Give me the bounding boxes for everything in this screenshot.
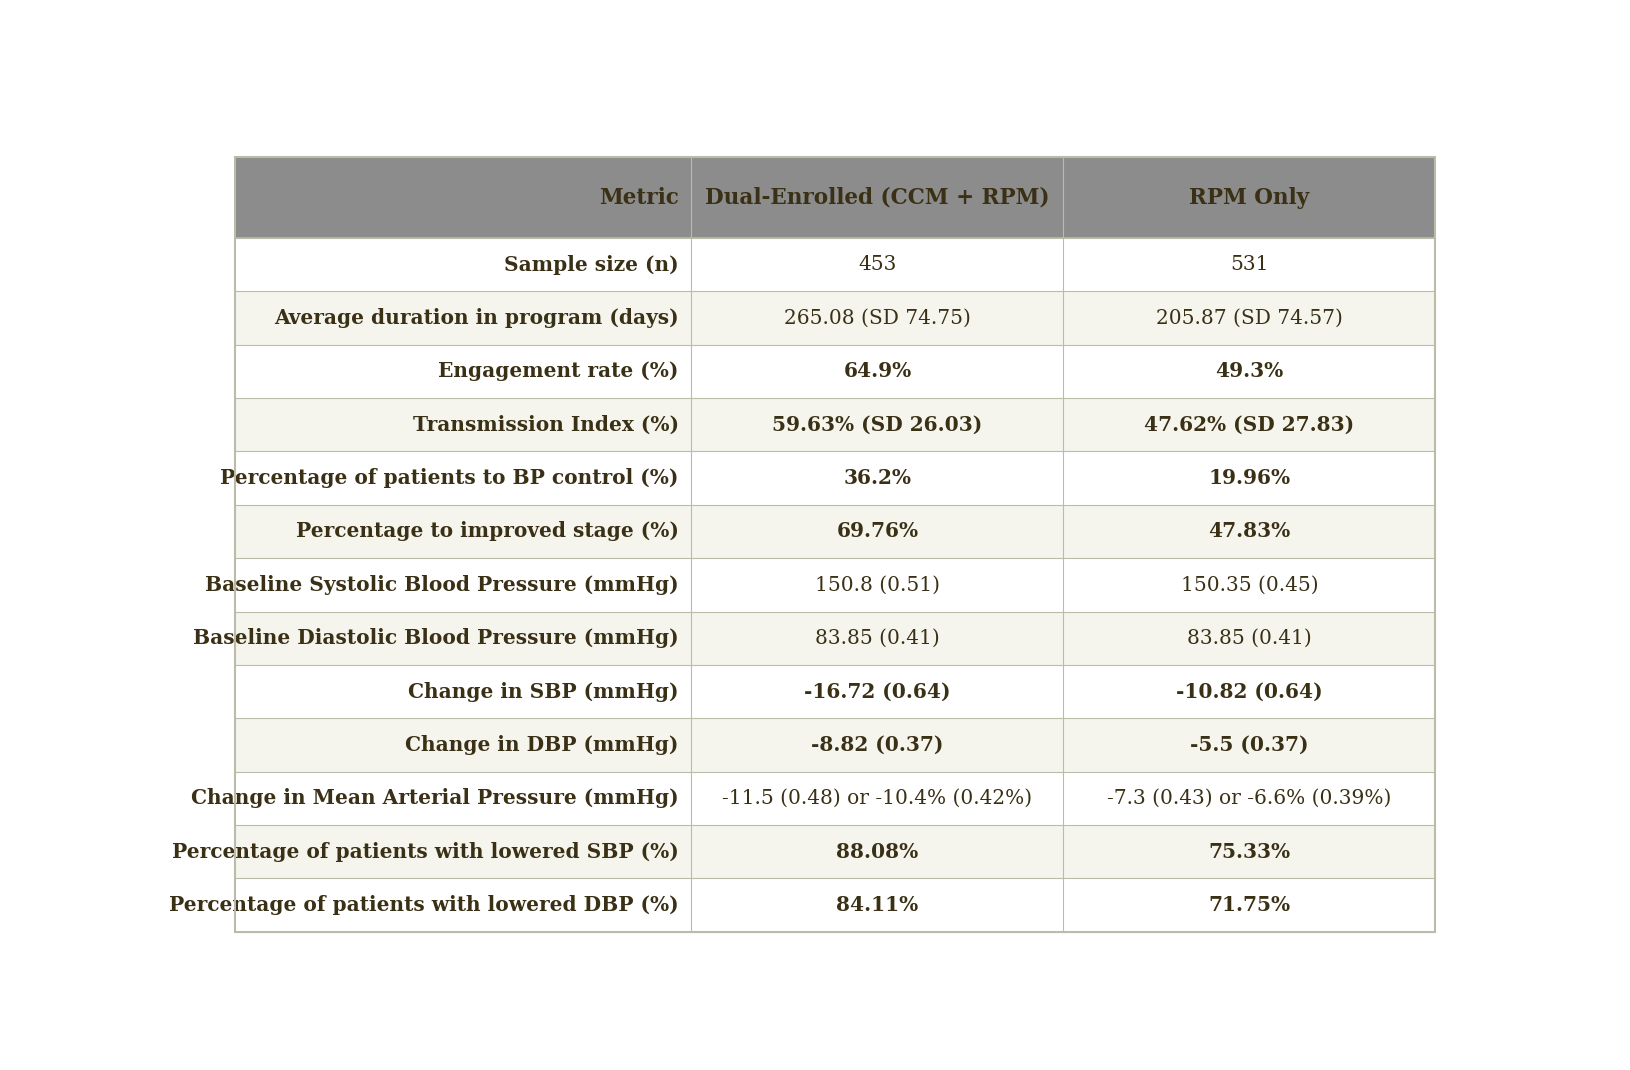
Text: Change in SBP (mmHg): Change in SBP (mmHg) xyxy=(408,682,678,702)
Bar xyxy=(235,157,1436,238)
Bar xyxy=(235,505,1436,559)
Text: 69.76%: 69.76% xyxy=(836,521,918,541)
Text: -11.5 (0.48) or -10.4% (0.42%): -11.5 (0.48) or -10.4% (0.42%) xyxy=(722,789,1032,808)
Text: -8.82 (0.37): -8.82 (0.37) xyxy=(812,735,944,755)
Bar xyxy=(235,291,1436,345)
Text: 150.8 (0.51): 150.8 (0.51) xyxy=(815,576,941,594)
Text: Average duration in program (days): Average duration in program (days) xyxy=(274,308,678,328)
Bar xyxy=(235,452,1436,505)
Text: 71.75%: 71.75% xyxy=(1208,895,1291,915)
Text: 47.62% (SD 27.83): 47.62% (SD 27.83) xyxy=(1144,415,1355,434)
Bar xyxy=(235,771,1436,825)
Text: 531: 531 xyxy=(1231,255,1268,274)
Text: Sample size (n): Sample size (n) xyxy=(504,255,678,275)
Text: Baseline Diastolic Blood Pressure (mmHg): Baseline Diastolic Blood Pressure (mmHg) xyxy=(192,628,678,648)
Text: Percentage of patients to BP control (%): Percentage of patients to BP control (%) xyxy=(220,468,678,488)
Text: Baseline Systolic Blood Pressure (mmHg): Baseline Systolic Blood Pressure (mmHg) xyxy=(205,575,678,595)
Bar xyxy=(235,825,1436,878)
Text: 83.85 (0.41): 83.85 (0.41) xyxy=(1187,629,1312,647)
Text: 64.9%: 64.9% xyxy=(843,362,911,381)
Text: Transmission Index (%): Transmission Index (%) xyxy=(412,415,678,434)
Text: -7.3 (0.43) or -6.6% (0.39%): -7.3 (0.43) or -6.6% (0.39%) xyxy=(1107,789,1392,808)
Text: 19.96%: 19.96% xyxy=(1208,468,1291,488)
Bar xyxy=(235,398,1436,452)
Bar xyxy=(235,664,1436,718)
Text: Engagement rate (%): Engagement rate (%) xyxy=(438,362,678,381)
Text: Dual-Enrolled (CCM + RPM): Dual-Enrolled (CCM + RPM) xyxy=(706,186,1050,209)
Text: Metric: Metric xyxy=(598,186,678,209)
Text: 47.83%: 47.83% xyxy=(1208,521,1291,541)
Text: 36.2%: 36.2% xyxy=(843,468,911,488)
Text: Percentage to improved stage (%): Percentage to improved stage (%) xyxy=(297,521,678,541)
Text: 83.85 (0.41): 83.85 (0.41) xyxy=(815,629,941,647)
Text: 88.08%: 88.08% xyxy=(836,842,918,861)
Text: Percentage of patients with lowered DBP (%): Percentage of patients with lowered DBP … xyxy=(170,895,678,915)
Text: Percentage of patients with lowered SBP (%): Percentage of patients with lowered SBP … xyxy=(173,842,678,861)
Bar xyxy=(235,559,1436,612)
Text: 49.3%: 49.3% xyxy=(1216,362,1283,381)
Text: 84.11%: 84.11% xyxy=(836,895,918,915)
Bar xyxy=(235,878,1436,932)
Text: 205.87 (SD 74.57): 205.87 (SD 74.57) xyxy=(1156,308,1343,327)
Bar xyxy=(235,612,1436,664)
Text: -16.72 (0.64): -16.72 (0.64) xyxy=(804,682,950,702)
Text: 265.08 (SD 74.75): 265.08 (SD 74.75) xyxy=(784,308,971,327)
Bar xyxy=(235,718,1436,771)
Text: RPM Only: RPM Only xyxy=(1190,186,1309,209)
Text: 150.35 (0.45): 150.35 (0.45) xyxy=(1180,576,1319,594)
Text: 453: 453 xyxy=(857,255,896,274)
Text: -5.5 (0.37): -5.5 (0.37) xyxy=(1190,735,1309,755)
Text: 75.33%: 75.33% xyxy=(1208,842,1291,861)
Text: 59.63% (SD 26.03): 59.63% (SD 26.03) xyxy=(773,415,983,434)
Text: -10.82 (0.64): -10.82 (0.64) xyxy=(1177,682,1322,702)
Text: Change in Mean Arterial Pressure (mmHg): Change in Mean Arterial Pressure (mmHg) xyxy=(191,789,678,808)
Text: Change in DBP (mmHg): Change in DBP (mmHg) xyxy=(406,735,678,755)
Bar xyxy=(235,345,1436,398)
Bar xyxy=(235,238,1436,291)
